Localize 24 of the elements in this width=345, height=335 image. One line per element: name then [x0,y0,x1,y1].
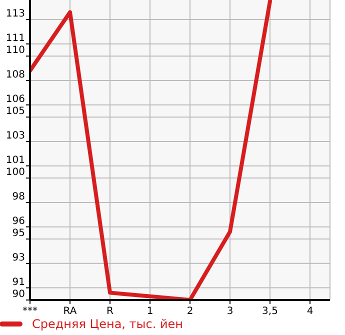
y-tick-label: 103 [6,130,25,142]
y-tick-label: 101 [6,154,25,166]
y-tick-label: 100 [6,167,25,178]
x-tick-label: *** [22,306,38,317]
y-tick-label: 93 [12,252,25,264]
x-tick-label: 3,5 [262,306,278,317]
x-tick-label: 2 [186,306,194,317]
x-tick-label: 1 [146,306,154,317]
y-tick-label: 90 [12,289,25,300]
y-tick-label: 105 [6,106,25,118]
y-tick-label: 95 [12,228,25,240]
x-tick-label: R [106,306,114,317]
y-tick-label: 91 [12,276,25,288]
y-tick-label: 106 [6,94,25,105]
y-tick-label: 108 [6,69,25,80]
y-tick-label: 113 [6,8,25,20]
legend-label: Средняя Цена, тыс. йен [32,317,184,331]
x-tick-label: RA [63,306,77,317]
x-tick-label: 4 [306,306,314,317]
x-tick-label: 3 [226,306,234,317]
y-tick-label: 96 [12,216,25,227]
y-tick-label: 110 [6,45,25,56]
y-tick-label: 111 [6,32,25,44]
y-tick-label: 98 [12,191,25,202]
